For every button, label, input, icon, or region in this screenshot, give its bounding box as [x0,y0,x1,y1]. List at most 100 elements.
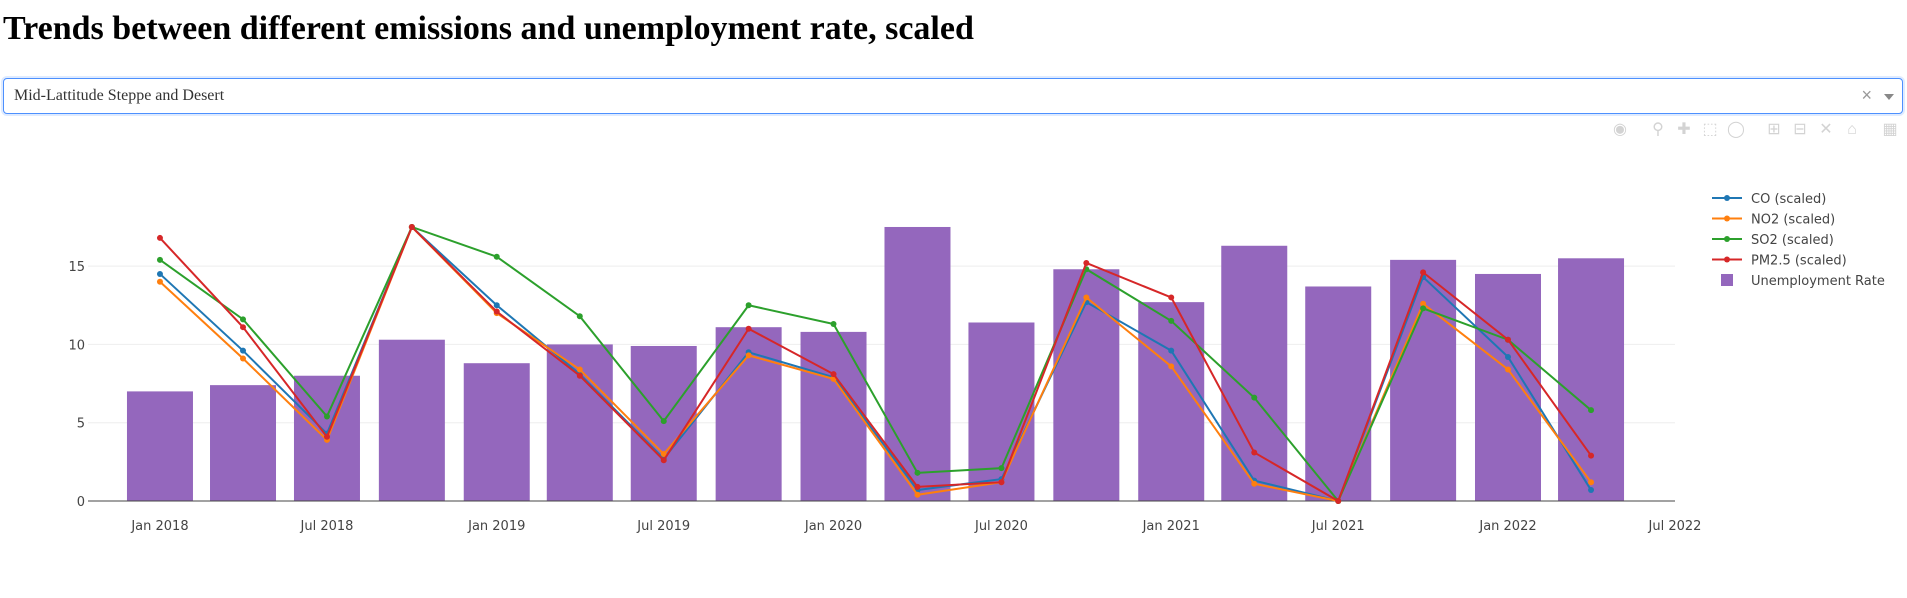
legend-item[interactable]: SO2 (scaled) [1712,233,1834,248]
chevron-down-icon[interactable] [1884,94,1894,100]
data-point[interactable] [914,491,921,498]
clear-icon[interactable]: × [1861,85,1872,105]
unemployment-bar[interactable] [1053,269,1120,501]
data-point[interactable] [1168,347,1175,354]
lasso-icon[interactable]: ◯ [1727,121,1745,138]
pan-icon[interactable]: ✚ [1677,121,1691,138]
data-point[interactable] [1251,394,1258,401]
data-point[interactable] [660,451,667,458]
data-point[interactable] [1504,366,1511,373]
data-point[interactable] [156,234,163,241]
axes: 0 5 10 15 Jan 2018 Jul 2018 Jan 2019 Jul 2019 Ja… [68,260,1701,534]
reset-axes-icon[interactable]: ⌂ [1847,121,1857,138]
unemployment-bar[interactable] [1474,273,1541,501]
legend-label: SO2 (scaled) [1751,233,1834,248]
data-point[interactable] [156,278,163,285]
unemployment-bar[interactable] [1138,302,1205,501]
data-point[interactable] [323,433,330,440]
y-tick-label: 15 [68,260,85,275]
unemployment-bar[interactable] [968,322,1035,501]
x-tick-label: Jan 2019 [467,519,525,534]
data-point[interactable] [1588,452,1595,459]
data-point[interactable] [156,256,163,263]
legend-item[interactable]: Unemployment Rate [1721,274,1885,289]
series-line[interactable] [159,225,1592,503]
data-point[interactable] [1504,336,1511,343]
data-point[interactable] [914,469,921,476]
data-point[interactable] [1251,449,1258,456]
data-point[interactable] [493,253,500,260]
data-point[interactable] [745,302,752,309]
data-point[interactable] [1588,479,1595,486]
data-point[interactable] [660,457,667,464]
data-point[interactable] [1335,498,1342,504]
legend-label: CO (scaled) [1751,192,1826,207]
legend-item[interactable]: CO (scaled) [1712,192,1826,207]
box-select-icon[interactable]: ⬚ [1702,121,1718,138]
data-point[interactable] [240,347,247,354]
data-point[interactable] [660,418,667,425]
legend-item[interactable]: NO2 (scaled) [1712,213,1835,228]
data-point[interactable] [1168,294,1175,301]
x-tick-label: Jul 2022 [1648,519,1702,534]
legend-marker [1724,215,1730,222]
zoom-out-icon[interactable]: ⊟ [1793,121,1807,138]
unemployment-bar[interactable] [884,226,951,501]
data-point[interactable] [914,483,921,490]
data-point[interactable] [1083,294,1090,301]
autoscale-icon[interactable]: ✕ [1819,121,1833,138]
data-point[interactable] [998,479,1005,486]
data-point[interactable] [1083,259,1090,266]
unemployment-bar[interactable] [378,339,445,501]
x-tick-label: Jan 2020 [804,519,862,534]
x-tick-label: Jan 2021 [1142,519,1200,534]
data-point[interactable] [830,321,837,328]
data-point[interactable] [1168,317,1175,324]
unemployment-bar[interactable] [800,331,867,501]
unemployment-bar[interactable] [1305,286,1372,501]
data-point[interactable] [1420,305,1427,312]
data-point[interactable] [745,325,752,332]
legend-label: Unemployment Rate [1751,274,1885,289]
data-point[interactable] [240,324,247,331]
data-point[interactable] [323,413,330,420]
series-line[interactable] [159,225,1592,503]
series-line[interactable] [159,225,1592,503]
unemployment-bar[interactable] [1558,258,1625,501]
data-point[interactable] [240,316,247,323]
legend-marker [1724,195,1730,201]
data-point[interactable] [1504,353,1511,360]
data-point[interactable] [576,313,583,320]
zoom-icon[interactable]: ⚲ [1652,121,1664,138]
data-point[interactable] [493,302,500,309]
data-point[interactable] [1251,480,1258,487]
legend-label: PM2.5 (scaled) [1751,254,1847,269]
unemployment-bar[interactable] [210,385,277,501]
legend-item[interactable]: PM2.5 (scaled) [1712,254,1847,269]
page-title: Trends between different emissions and u… [3,10,974,47]
plotly-logo-icon[interactable]: ▦ [1882,121,1898,138]
data-point[interactable] [1168,363,1175,370]
region-dropdown[interactable]: Mid-Lattitude Steppe and Desert × [3,78,1903,114]
data-point[interactable] [1588,407,1595,414]
data-point[interactable] [1420,300,1427,307]
data-point[interactable] [576,366,583,373]
unemployment-bar[interactable] [1221,245,1288,501]
zoom-in-icon[interactable]: ⊞ [1767,121,1781,138]
data-point[interactable] [1588,487,1595,494]
data-point[interactable] [156,270,163,277]
data-point[interactable] [240,355,247,362]
data-point[interactable] [493,308,500,315]
data-point[interactable] [830,371,837,378]
data-point[interactable] [1420,269,1427,276]
data-point[interactable] [745,352,752,359]
camera-icon[interactable]: ◉ [1613,121,1627,138]
series-line[interactable] [159,225,1592,503]
unemployment-bar[interactable] [1390,259,1457,501]
data-point[interactable] [998,465,1005,472]
dropdown-selected-value: Mid-Lattitude Steppe and Desert [14,87,225,104]
data-point[interactable] [576,372,583,379]
unemployment-bar[interactable] [126,391,193,501]
unemployment-bar[interactable] [463,363,530,501]
data-point[interactable] [408,223,415,230]
